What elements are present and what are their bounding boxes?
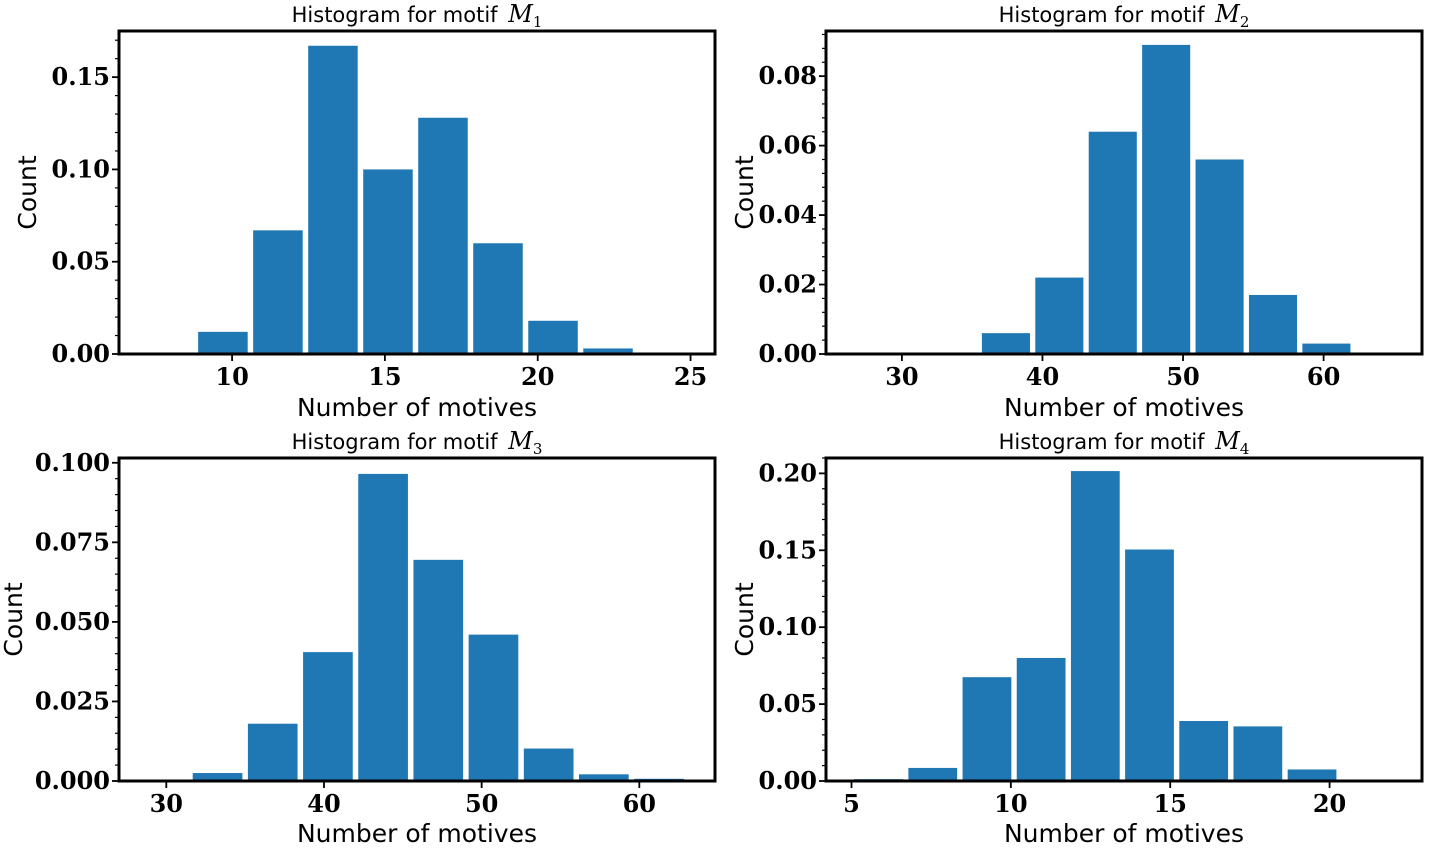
- y-tick-label: 0.10: [52, 154, 110, 183]
- histogram-bar: [247, 723, 298, 781]
- x-tick-label: 15: [1154, 789, 1187, 818]
- histogram-bar: [523, 748, 574, 781]
- chart-title-symbol: M: [507, 427, 534, 455]
- y-tick-label: 0.050: [35, 607, 110, 636]
- histogram-bar: [583, 348, 633, 354]
- y-tick-label: 0.15: [759, 535, 817, 564]
- y-tick-label: 0.075: [35, 527, 110, 556]
- histogram-bar: [981, 333, 1030, 354]
- subplot-3: 30 40 50 60 0.000 0.025 0.050 0.075 0.100 Histogr…: [0, 427, 717, 848]
- y-tick-label: 0.20: [759, 458, 817, 487]
- histogram-bar: [1233, 726, 1283, 781]
- x-tick-label: 10: [215, 362, 248, 391]
- histogram-bar: [473, 243, 523, 354]
- y-tick-label: 0.05: [52, 247, 110, 276]
- histogram-bar: [363, 169, 413, 354]
- chart-title-symbol: M: [1214, 0, 1241, 28]
- x-axis-label: Number of motives: [1004, 393, 1244, 422]
- x-tick-label: 25: [674, 362, 707, 391]
- histogram-bar: [579, 774, 629, 781]
- histogram-bar: [1035, 277, 1084, 354]
- chart-title: Histogram for motif M1: [292, 0, 543, 31]
- subplot-4: 5 10 15 20 0.00 0.05 0.10 0.15 0.20 Histogram for…: [730, 427, 1424, 848]
- axes-frame: [117, 456, 717, 783]
- x-tick-label: 50: [465, 789, 498, 818]
- chart-title: Histogram for motif M4: [999, 427, 1250, 458]
- y-axis-label: Count: [0, 582, 28, 656]
- x-tick-label: 15: [368, 362, 401, 391]
- histogram-bar: [962, 677, 1012, 781]
- y-tick-label: 0.100: [35, 448, 110, 477]
- histogram-bar: [908, 767, 958, 781]
- chart-title-subscript: 2: [1240, 13, 1250, 31]
- chart-title-subscript: 3: [533, 440, 543, 458]
- x-axis-label: Number of motives: [1004, 819, 1244, 848]
- histogram-bar: [1179, 721, 1229, 781]
- y-tick-label: 0.08: [759, 61, 817, 90]
- x-tick-label: 30: [885, 362, 918, 391]
- histogram-bar: [1287, 769, 1337, 781]
- histogram-bar: [1195, 159, 1244, 354]
- histogram-bar: [1016, 657, 1066, 781]
- x-axis-label: Number of motives: [297, 819, 537, 848]
- histogram-bar: [418, 117, 468, 355]
- chart-title: Histogram for motif M3: [292, 427, 543, 458]
- y-tick-label: 0.00: [759, 339, 817, 368]
- y-axis-label: Count: [730, 155, 759, 229]
- axes-frame: [117, 29, 717, 356]
- histogram-bar: [1125, 549, 1174, 781]
- y-tick-label: 0.15: [52, 62, 110, 91]
- x-tick-label: 20: [1313, 789, 1346, 818]
- histogram-bar: [1142, 44, 1191, 355]
- histogram-bar: [1070, 471, 1120, 781]
- x-tick-label: 60: [623, 789, 656, 818]
- chart-title: Histogram for motif M2: [999, 0, 1250, 31]
- histogram-bar: [358, 473, 408, 781]
- y-axis-label: Count: [730, 582, 759, 656]
- chart-title-symbol: M: [507, 0, 534, 28]
- y-tick-label: 0.025: [35, 686, 110, 715]
- x-tick-label: 5: [843, 789, 860, 818]
- y-tick-label: 0.000: [35, 766, 110, 795]
- axes-frame: [824, 456, 1424, 783]
- histogram-bar: [1248, 294, 1298, 354]
- histogram-bar: [192, 773, 243, 781]
- chart-title-symbol: M: [1214, 427, 1241, 455]
- histogram-bar: [303, 652, 353, 781]
- chart-title-text: Histogram for motif: [292, 3, 505, 27]
- x-axis-label: Number of motives: [297, 393, 537, 422]
- histogram-bar: [1302, 343, 1351, 354]
- subplot-2: 30 40 50 60 0.00 0.02 0.04 0.06 0.08 Histogram fo…: [730, 0, 1424, 422]
- x-tick-label: 40: [1026, 362, 1059, 391]
- histogram-bar: [198, 331, 248, 354]
- y-tick-label: 0.00: [52, 339, 110, 368]
- chart-title-subscript: 4: [1240, 440, 1250, 458]
- y-tick-label: 0.02: [759, 270, 817, 299]
- y-tick-label: 0.06: [759, 131, 817, 160]
- chart-title-text: Histogram for motif: [292, 430, 505, 454]
- x-tick-label: 20: [521, 362, 554, 391]
- y-tick-label: 0.04: [759, 200, 817, 229]
- y-tick-label: 0.10: [759, 612, 817, 641]
- histogram-bar: [253, 230, 303, 354]
- x-tick-label: 30: [150, 789, 183, 818]
- x-tick-label: 40: [307, 789, 340, 818]
- y-tick-label: 0.05: [759, 689, 817, 718]
- x-tick-label: 60: [1307, 362, 1340, 391]
- x-tick-label: 50: [1166, 362, 1199, 391]
- axes-frame: [824, 29, 1424, 356]
- histogram-bar: [1088, 131, 1137, 354]
- chart-title-text: Histogram for motif: [999, 3, 1212, 27]
- y-axis-label: Count: [13, 155, 42, 229]
- histogram-bar: [468, 634, 519, 781]
- chart-title-subscript: 1: [533, 13, 543, 31]
- x-tick-label: 10: [994, 789, 1027, 818]
- histogram-bar: [308, 45, 358, 354]
- histogram-bar: [413, 559, 464, 781]
- histogram-bar: [528, 320, 578, 354]
- y-tick-label: 0.00: [759, 766, 817, 795]
- chart-title-text: Histogram for motif: [999, 430, 1212, 454]
- subplot-1: 10 15 20 25 0.00 0.05 0.10 0.15 Histogram for mo…: [13, 0, 717, 422]
